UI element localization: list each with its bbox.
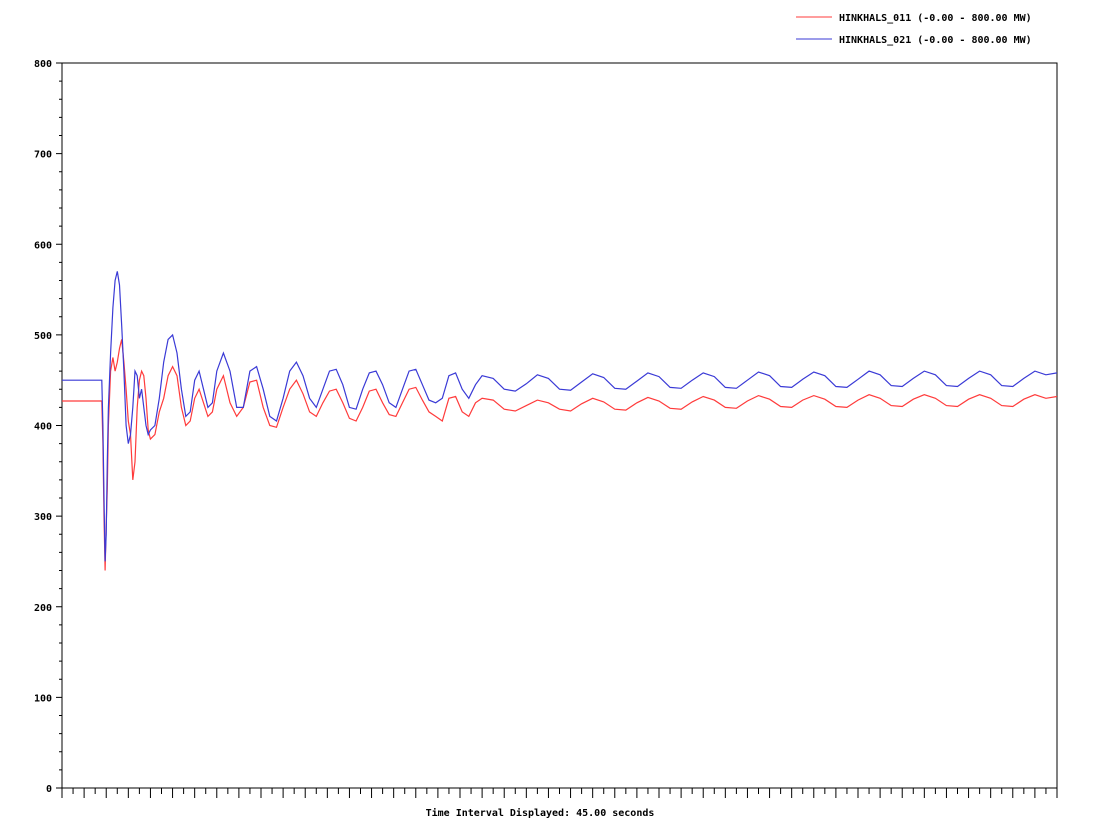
plot-frame <box>61 62 1058 789</box>
y-tick-label: 800 <box>34 59 52 70</box>
x-axis-label: Time Interval Displayed: 45.00 seconds <box>426 807 655 819</box>
series-line-2 <box>62 271 1058 562</box>
y-tick-label: 300 <box>34 512 52 523</box>
legend-label-series-1: HINKHALS_011 (-0.00 - 800.00 MW) <box>839 13 1032 24</box>
x-axis <box>61 788 1058 798</box>
y-tick-label: 700 <box>34 150 52 161</box>
y-tick-label: 600 <box>34 240 52 251</box>
y-tick-label: 200 <box>34 603 52 614</box>
series-line-1 <box>62 339 1058 571</box>
y-tick-label: 400 <box>34 422 52 433</box>
y-axis: 0 100 200 300 400 500 600 700 800 <box>34 59 62 795</box>
y-tick-label: 0 <box>46 784 52 795</box>
legend-label-series-2: HINKHALS_021 (-0.00 - 800.00 MW) <box>839 35 1032 46</box>
legend: HINKHALS_011 (-0.00 - 800.00 MW) HINKHAL… <box>796 13 1032 46</box>
series-group <box>62 271 1058 571</box>
y-tick-label: 500 <box>34 331 52 342</box>
y-tick-label: 100 <box>34 693 52 704</box>
